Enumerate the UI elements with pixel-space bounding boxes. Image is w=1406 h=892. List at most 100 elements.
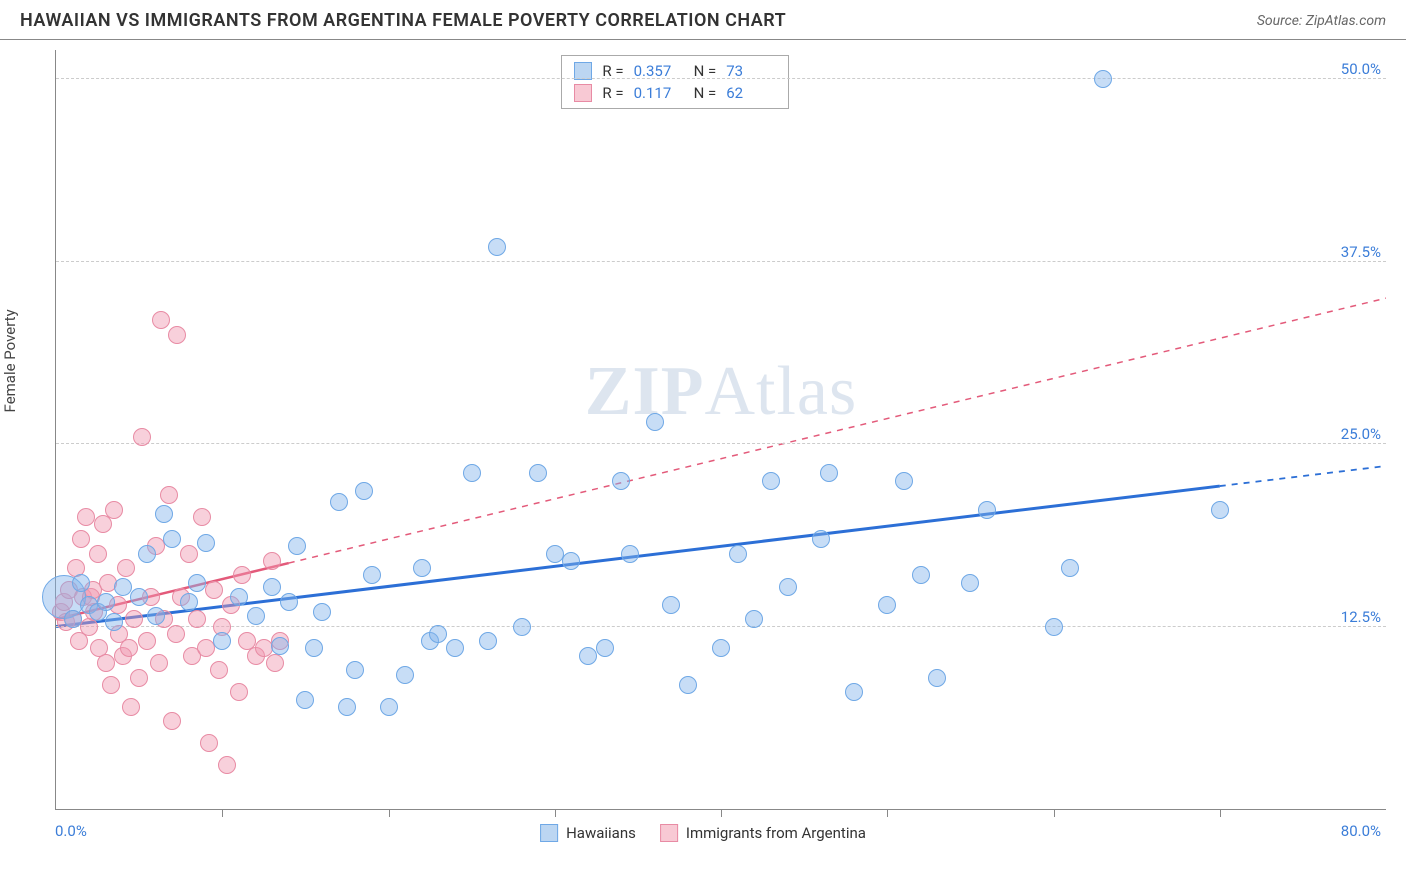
scatter-point: [762, 472, 780, 490]
scatter-point: [263, 552, 281, 570]
chart-title: HAWAIIAN VS IMMIGRANTS FROM ARGENTINA FE…: [20, 10, 786, 31]
gridline-h: [56, 78, 1386, 79]
scatter-point: [230, 683, 248, 701]
scatter-point: [562, 552, 580, 570]
scatter-point: [745, 610, 763, 628]
scatter-point: [64, 610, 82, 628]
scatter-point: [463, 464, 481, 482]
scatter-point: [479, 632, 497, 650]
scatter-point: [396, 666, 414, 684]
scatter-point: [579, 647, 597, 665]
legend-item: Immigrants from Argentina: [660, 824, 866, 842]
scatter-point: [338, 698, 356, 716]
scatter-point: [125, 610, 143, 628]
scatter-point: [529, 464, 547, 482]
scatter-point: [380, 698, 398, 716]
scatter-point: [1211, 501, 1229, 519]
scatter-point: [1061, 559, 1079, 577]
scatter-point: [210, 661, 228, 679]
scatter-point: [288, 537, 306, 555]
scatter-point: [233, 566, 251, 584]
scatter-point: [105, 613, 123, 631]
scatter-point: [72, 530, 90, 548]
scatter-point: [168, 326, 186, 344]
scatter-point: [102, 676, 120, 694]
scatter-point: [263, 578, 281, 596]
scatter-point: [97, 593, 115, 611]
x-tick: [222, 809, 223, 817]
y-tick-label: 12.5%: [1341, 608, 1381, 626]
scatter-point: [133, 428, 151, 446]
scatter-point: [130, 669, 148, 687]
x-tick: [389, 809, 390, 817]
scatter-point: [94, 515, 112, 533]
scatter-point: [89, 545, 107, 563]
scatter-point: [513, 618, 531, 636]
scatter-point: [355, 482, 373, 500]
x-tick: [721, 809, 722, 817]
scatter-point: [820, 464, 838, 482]
scatter-point: [978, 501, 996, 519]
scatter-point: [621, 545, 639, 563]
legend-label: Immigrants from Argentina: [686, 824, 866, 842]
scatter-point: [105, 501, 123, 519]
scatter-point: [313, 603, 331, 621]
scatter-point: [247, 607, 265, 625]
scatter-point: [152, 311, 170, 329]
scatter-point: [266, 654, 284, 672]
scatter-point: [193, 508, 211, 526]
source-attribution: Source: ZipAtlas.com: [1257, 13, 1386, 29]
scatter-point: [188, 610, 206, 628]
gridline-h: [56, 626, 1386, 627]
scatter-point: [662, 596, 680, 614]
scatter-point: [346, 661, 364, 679]
scatter-point: [280, 593, 298, 611]
plot-area: ZIPAtlas R =0.357N =73R =0.117N =62 12.5…: [55, 50, 1386, 810]
scatter-point: [646, 413, 664, 431]
scatter-point: [429, 625, 447, 643]
scatter-point: [330, 493, 348, 511]
scatter-point: [155, 505, 173, 523]
scatter-point: [779, 578, 797, 596]
scatter-point: [712, 639, 730, 657]
scatter-point: [120, 639, 138, 657]
scatter-point: [729, 545, 747, 563]
scatter-point: [596, 639, 614, 657]
scatter-point: [878, 596, 896, 614]
x-tick: [555, 809, 556, 817]
y-tick-label: 50.0%: [1341, 60, 1381, 78]
scatter-point: [305, 639, 323, 657]
scatter-point: [271, 637, 289, 655]
scatter-point: [117, 559, 135, 577]
scatter-point: [895, 472, 913, 490]
x-tick: [887, 809, 888, 817]
x-axis-max-label: 80.0%: [1341, 822, 1381, 840]
x-axis-min-label: 0.0%: [55, 822, 87, 840]
scatter-point: [138, 545, 156, 563]
legend-swatch: [574, 84, 592, 102]
scatter-point: [197, 639, 215, 657]
scatter-point: [488, 238, 506, 256]
scatter-point: [114, 578, 132, 596]
scatter-point: [200, 734, 218, 752]
scatter-point: [912, 566, 930, 584]
scatter-point: [77, 508, 95, 526]
legend-swatch: [540, 824, 558, 842]
x-tick: [1054, 809, 1055, 817]
scatter-point: [167, 625, 185, 643]
scatter-point: [163, 530, 181, 548]
scatter-point: [961, 574, 979, 592]
stats-legend: R =0.357N =73R =0.117N =62: [561, 55, 789, 109]
scatter-point: [138, 632, 156, 650]
scatter-point: [1045, 618, 1063, 636]
scatter-point: [163, 712, 181, 730]
trend-lines: [56, 50, 1386, 809]
series-legend: Hawaiians Immigrants from Argentina: [540, 824, 866, 842]
legend-label: Hawaiians: [566, 824, 636, 842]
scatter-point: [928, 669, 946, 687]
scatter-point: [546, 545, 564, 563]
stats-legend-row: R =0.117N =62: [562, 82, 788, 104]
y-axis-label: Female Poverty: [1, 309, 19, 412]
legend-item: Hawaiians: [540, 824, 636, 842]
scatter-point: [130, 588, 148, 606]
